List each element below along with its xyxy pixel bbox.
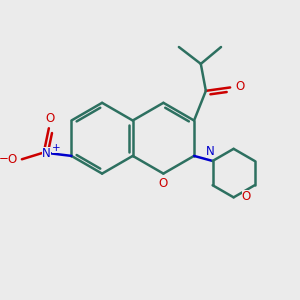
Text: O: O xyxy=(158,177,168,190)
Text: N: N xyxy=(206,146,214,158)
Text: O: O xyxy=(242,190,251,203)
Text: O: O xyxy=(45,112,54,125)
Text: O: O xyxy=(8,153,17,166)
Text: +: + xyxy=(52,143,61,153)
Text: N: N xyxy=(42,147,50,160)
Text: O: O xyxy=(235,80,244,93)
Text: −: − xyxy=(0,152,8,165)
